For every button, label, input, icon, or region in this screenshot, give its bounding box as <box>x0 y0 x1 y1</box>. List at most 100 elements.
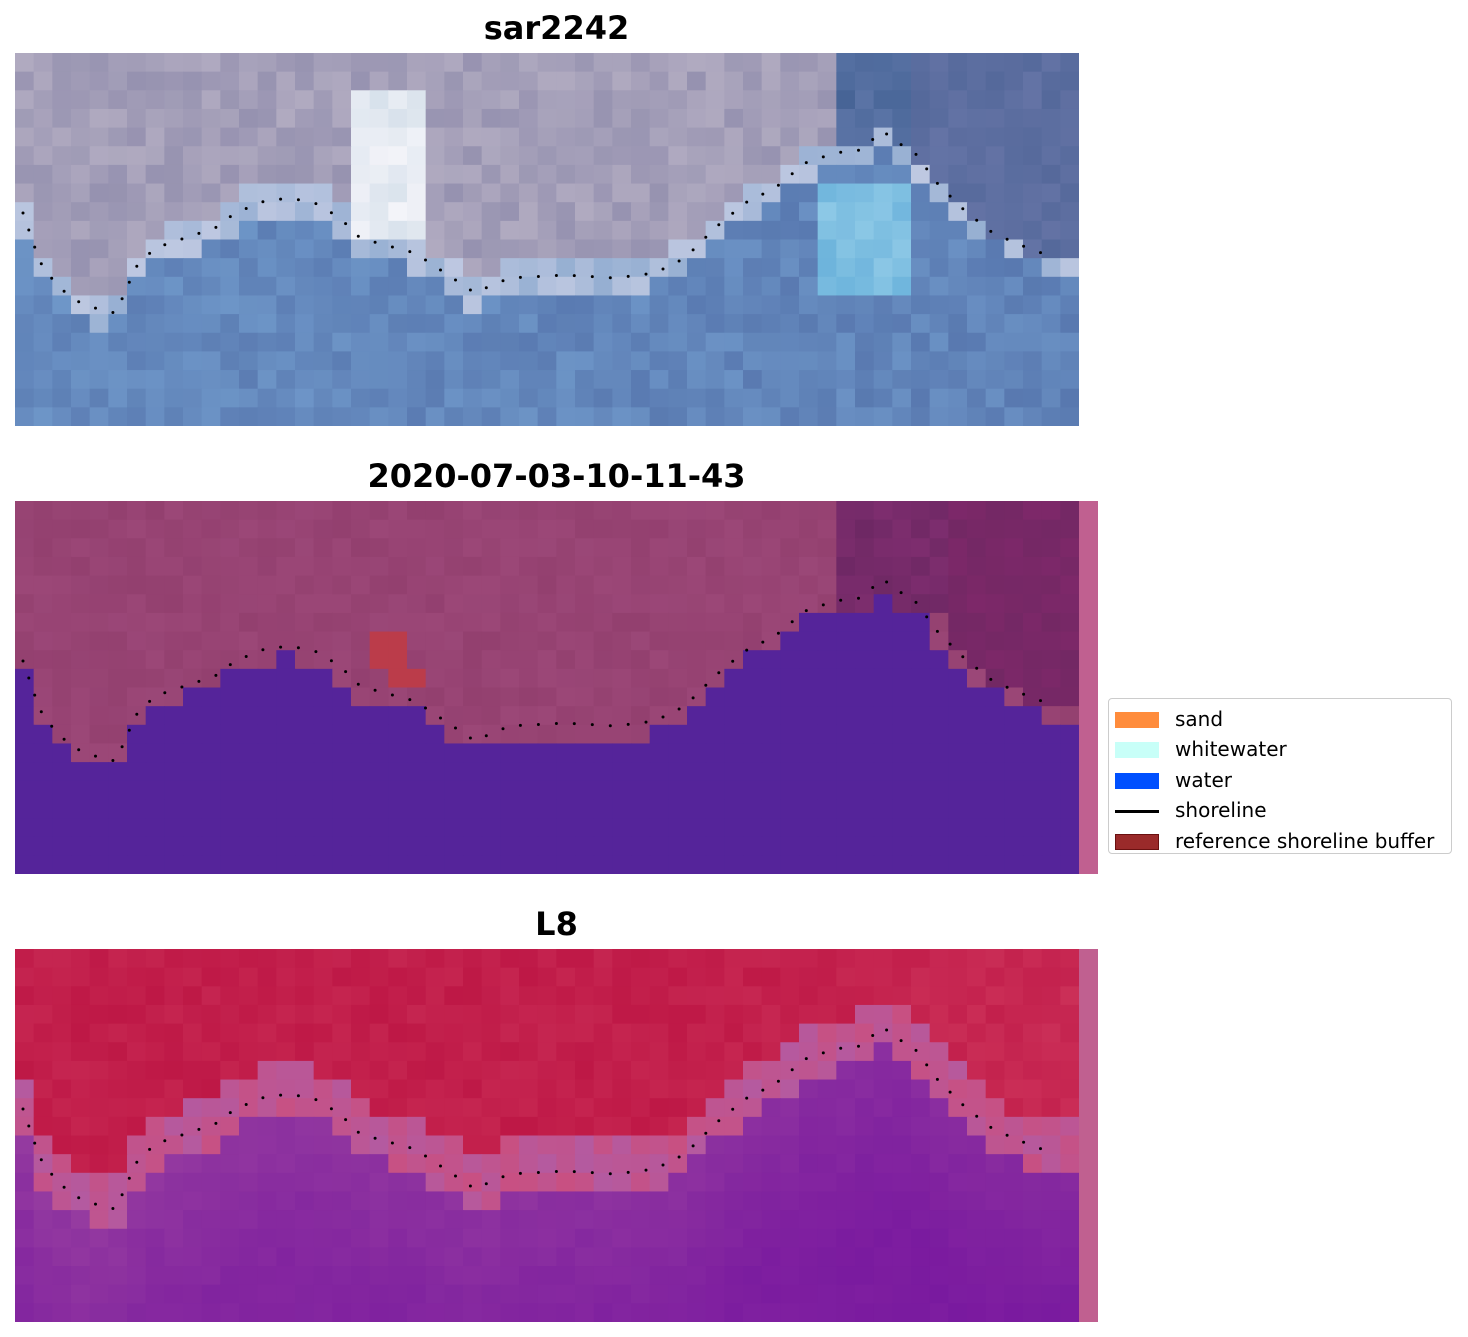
class-pixel <box>89 612 109 633</box>
index-pixel <box>537 1191 557 1211</box>
shoreline-point <box>39 710 43 714</box>
pixel <box>911 370 931 390</box>
pixel <box>425 127 445 147</box>
pixel <box>873 53 893 73</box>
index-pixel <box>369 1004 389 1025</box>
index-pixel <box>593 1004 613 1025</box>
pixel <box>369 314 389 334</box>
shoreline-point <box>608 724 612 728</box>
pixel <box>220 164 240 185</box>
class-pixel <box>463 818 483 838</box>
index-pixel <box>201 1303 221 1322</box>
class-pixel <box>425 538 445 558</box>
class-pixel <box>463 706 483 726</box>
index-pixel <box>892 1154 912 1174</box>
pixel <box>687 53 707 73</box>
class-pixel <box>593 519 613 539</box>
index-pixel <box>1023 1042 1043 1062</box>
pixel <box>668 370 688 390</box>
pixel <box>724 71 744 91</box>
pixel <box>743 388 763 408</box>
class-pixel <box>89 743 109 763</box>
pixel <box>463 71 483 91</box>
index-pixel <box>761 949 781 969</box>
pixel <box>575 407 595 426</box>
pixel <box>873 295 893 315</box>
class-pixel <box>1004 855 1024 874</box>
index-pixel <box>407 949 427 969</box>
class-pixel <box>612 538 632 558</box>
class-pixel <box>145 724 165 745</box>
class-pixel <box>463 575 483 595</box>
index-pixel <box>631 1284 651 1304</box>
class-pixel <box>873 780 893 800</box>
pixel <box>649 258 669 278</box>
class-pixel <box>799 556 819 577</box>
index-pixel <box>631 967 651 987</box>
pixel <box>575 332 595 352</box>
index-pixel <box>33 1154 53 1174</box>
pixel <box>537 53 557 73</box>
class-pixel <box>631 556 651 577</box>
class-pixel <box>967 818 987 838</box>
class-pixel <box>481 612 501 633</box>
pixel <box>481 202 501 222</box>
class-pixel <box>33 501 53 521</box>
class-pixel <box>33 706 53 726</box>
class-pixel <box>52 594 72 614</box>
pixel <box>127 388 147 408</box>
class-pixel <box>911 668 931 689</box>
index-pixel <box>407 1154 427 1174</box>
index-pixel <box>33 967 53 987</box>
pixel <box>873 108 893 129</box>
index-pixel <box>1004 967 1024 987</box>
index-pixel <box>1023 1266 1043 1286</box>
class-pixel <box>780 687 800 707</box>
pixel <box>425 258 445 278</box>
pixel <box>444 295 464 315</box>
index-pixel <box>220 1266 240 1286</box>
index-pixel <box>631 1154 651 1174</box>
pixel <box>705 332 725 352</box>
class-pixel <box>257 594 277 614</box>
shoreline-point <box>572 722 576 726</box>
shoreline-point <box>821 603 825 607</box>
index-pixel <box>276 949 296 969</box>
index-pixel <box>799 1210 819 1230</box>
class-pixel <box>388 650 408 670</box>
pixel <box>444 239 464 259</box>
index-pixel <box>239 1172 259 1193</box>
class-pixel <box>444 743 464 763</box>
pixel <box>649 164 669 185</box>
pixel <box>276 388 296 408</box>
pixel <box>649 388 669 408</box>
index-pixel <box>89 967 109 987</box>
class-pixel <box>1004 668 1024 689</box>
class-pixel <box>52 612 72 633</box>
class-pixel <box>481 668 501 689</box>
pixel <box>631 183 651 203</box>
pixel <box>481 71 501 91</box>
pixel <box>407 239 427 259</box>
index-pixel <box>1060 1079 1080 1099</box>
pixel <box>425 351 445 371</box>
class-pixel <box>593 501 613 521</box>
pixel <box>575 388 595 408</box>
index-pixel <box>500 1135 520 1155</box>
class-pixel <box>33 519 53 539</box>
index-pixel <box>892 1079 912 1099</box>
pixel <box>369 407 389 426</box>
index-pixel <box>817 986 837 1006</box>
index-pixel <box>313 1172 333 1193</box>
class-pixel <box>948 538 968 558</box>
class-pixel <box>892 519 912 539</box>
class-pixel <box>220 836 240 856</box>
pixel <box>257 202 277 222</box>
pixel <box>351 220 371 241</box>
class-pixel <box>257 706 277 726</box>
index-pixel <box>575 1303 595 1322</box>
class-pixel <box>183 668 203 689</box>
pixel <box>780 407 800 426</box>
pixel <box>183 183 203 203</box>
index-pixel <box>388 1023 408 1043</box>
